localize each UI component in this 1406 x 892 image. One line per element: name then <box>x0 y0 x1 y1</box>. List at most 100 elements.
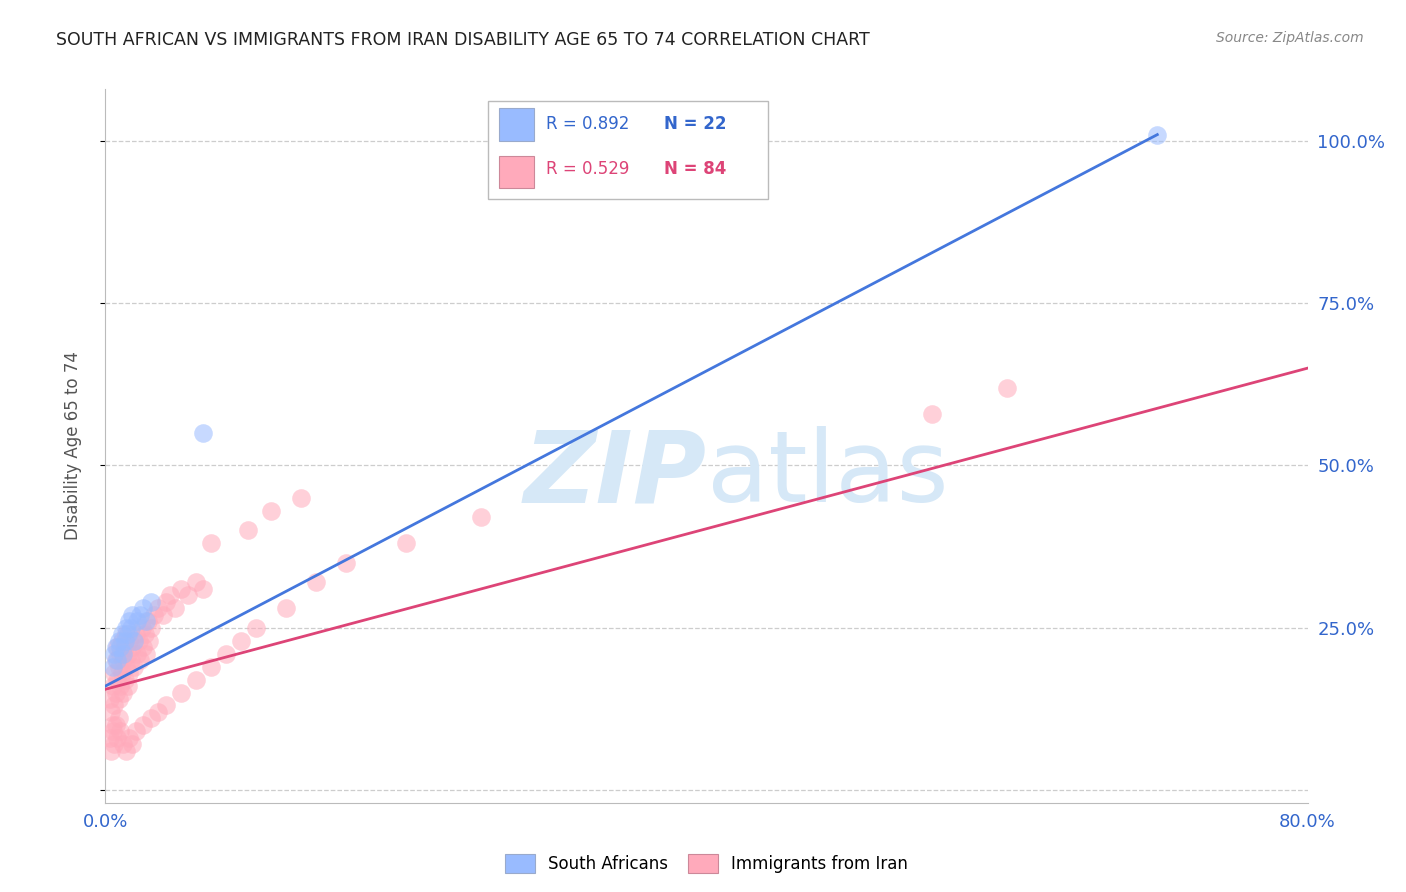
Point <box>114 633 136 648</box>
Point <box>135 647 157 661</box>
Point <box>139 621 162 635</box>
Point <box>129 607 152 622</box>
Point <box>112 738 135 752</box>
Point <box>124 627 146 641</box>
Point <box>118 731 141 745</box>
Point <box>111 666 134 681</box>
Text: N = 22: N = 22 <box>664 115 727 133</box>
Point <box>110 724 132 739</box>
Point <box>169 582 191 596</box>
Legend: South Africans, Immigrants from Iran: South Africans, Immigrants from Iran <box>498 847 915 880</box>
Point <box>152 607 174 622</box>
Point <box>117 627 139 641</box>
Point <box>121 738 143 752</box>
Point <box>121 640 143 654</box>
Point <box>274 601 297 615</box>
Point <box>229 633 252 648</box>
Point <box>395 536 418 550</box>
Point <box>115 659 138 673</box>
Point <box>118 633 141 648</box>
Point <box>129 653 152 667</box>
Point <box>1146 128 1168 142</box>
Point <box>115 627 138 641</box>
Point <box>142 607 165 622</box>
Text: R = 0.892: R = 0.892 <box>546 115 628 133</box>
Point <box>108 711 131 725</box>
Point <box>112 647 135 661</box>
Point <box>335 556 357 570</box>
Point <box>184 673 207 687</box>
Point <box>112 685 135 699</box>
Point <box>470 510 492 524</box>
Point <box>98 731 121 745</box>
Point <box>117 647 139 661</box>
Point <box>163 601 186 615</box>
Point <box>110 640 132 654</box>
Point <box>122 633 145 648</box>
Point <box>121 607 143 622</box>
Point <box>214 647 236 661</box>
Point <box>118 666 141 681</box>
Point <box>155 698 177 713</box>
Point <box>108 692 131 706</box>
Point <box>104 718 127 732</box>
Point <box>159 588 181 602</box>
Point <box>238 524 260 538</box>
Point <box>122 659 145 673</box>
Text: atlas: atlas <box>707 426 948 523</box>
Point <box>184 575 207 590</box>
Point <box>124 724 146 739</box>
Point <box>101 679 124 693</box>
Point <box>138 633 160 648</box>
Point <box>134 627 156 641</box>
Point <box>146 601 169 615</box>
Point <box>132 601 155 615</box>
Point <box>112 653 135 667</box>
Point <box>98 692 121 706</box>
Point <box>120 653 142 667</box>
Point <box>191 425 214 440</box>
Point <box>117 679 139 693</box>
Point <box>290 491 312 505</box>
Point <box>135 614 157 628</box>
Point <box>131 621 153 635</box>
Point <box>104 653 127 667</box>
Point <box>115 744 138 758</box>
Point <box>110 679 132 693</box>
Point <box>995 381 1018 395</box>
Point <box>103 738 125 752</box>
Point <box>169 685 191 699</box>
Point <box>200 659 222 673</box>
Text: ZIP: ZIP <box>523 426 707 523</box>
Point <box>100 744 122 758</box>
Point <box>107 653 129 667</box>
FancyBboxPatch shape <box>488 101 768 199</box>
Point <box>125 647 148 661</box>
Text: Source: ZipAtlas.com: Source: ZipAtlas.com <box>1216 31 1364 45</box>
Point <box>191 582 214 596</box>
Point <box>125 614 148 628</box>
Point <box>132 718 155 732</box>
Point <box>107 640 129 654</box>
Point <box>107 731 129 745</box>
Point <box>103 698 125 713</box>
Point <box>111 627 134 641</box>
Bar <box>499 108 534 141</box>
Point <box>104 685 127 699</box>
Text: R = 0.529: R = 0.529 <box>546 161 628 178</box>
Point <box>305 575 328 590</box>
Point <box>146 705 169 719</box>
Text: SOUTH AFRICAN VS IMMIGRANTS FROM IRAN DISABILITY AGE 65 TO 74 CORRELATION CHART: SOUTH AFRICAN VS IMMIGRANTS FROM IRAN DI… <box>56 31 870 49</box>
Point <box>108 633 131 648</box>
Point <box>114 673 136 687</box>
Point <box>108 659 131 673</box>
Point <box>128 633 150 648</box>
Point <box>132 640 155 654</box>
Point <box>115 621 138 635</box>
Bar <box>499 155 534 188</box>
Point <box>103 647 125 661</box>
Point <box>114 640 136 654</box>
Text: N = 84: N = 84 <box>664 161 725 178</box>
Point <box>177 588 200 602</box>
Point <box>118 614 141 628</box>
